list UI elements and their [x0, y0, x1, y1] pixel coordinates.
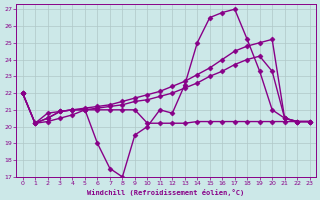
X-axis label: Windchill (Refroidissement éolien,°C): Windchill (Refroidissement éolien,°C): [87, 189, 245, 196]
